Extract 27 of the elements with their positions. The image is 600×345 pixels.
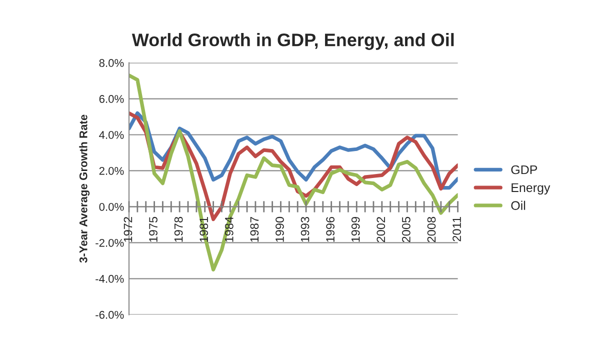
x-tick-label: 1984 bbox=[224, 216, 234, 242]
x-tick-label: 2008 bbox=[427, 216, 436, 242]
y-axis-title: 3-Year Average Growth Rate bbox=[79, 114, 90, 263]
legend-label: Energy bbox=[512, 183, 550, 195]
y-tick-label: 0.0% bbox=[99, 202, 124, 211]
x-tick-label: 1981 bbox=[200, 217, 208, 242]
x-tick-label: 1996 bbox=[326, 216, 335, 242]
chart-title: World Growth in GDP, Energy, and Oil bbox=[132, 33, 454, 50]
x-tick-label: 1978 bbox=[174, 216, 183, 242]
y-tick-label: -2.0% bbox=[96, 238, 124, 247]
y-tick-label: 4.0% bbox=[99, 131, 124, 139]
x-tick-label: 2002 bbox=[376, 217, 386, 242]
x-tick-label: 2011 bbox=[452, 217, 461, 242]
x-tick-label: 1987 bbox=[250, 217, 259, 242]
x-tick-label: 1990 bbox=[276, 216, 284, 242]
x-tick-label: 1975 bbox=[149, 216, 158, 242]
x-tick-label: 1993 bbox=[300, 216, 310, 242]
y-tick-label: 2.0% bbox=[99, 166, 124, 175]
x-tick-label: 1999 bbox=[351, 216, 360, 242]
legend-label: Oil bbox=[511, 200, 526, 210]
y-tick-label: -4.0% bbox=[96, 274, 124, 283]
y-tick-label: 6.0% bbox=[99, 95, 124, 103]
x-tick-label: 1972 bbox=[124, 217, 132, 242]
legend-label: GDP bbox=[511, 165, 538, 174]
y-tick-label: 8.0% bbox=[99, 59, 124, 67]
x-tick-label: 2005 bbox=[402, 216, 410, 242]
y-tick-label: -6.0% bbox=[96, 310, 124, 319]
